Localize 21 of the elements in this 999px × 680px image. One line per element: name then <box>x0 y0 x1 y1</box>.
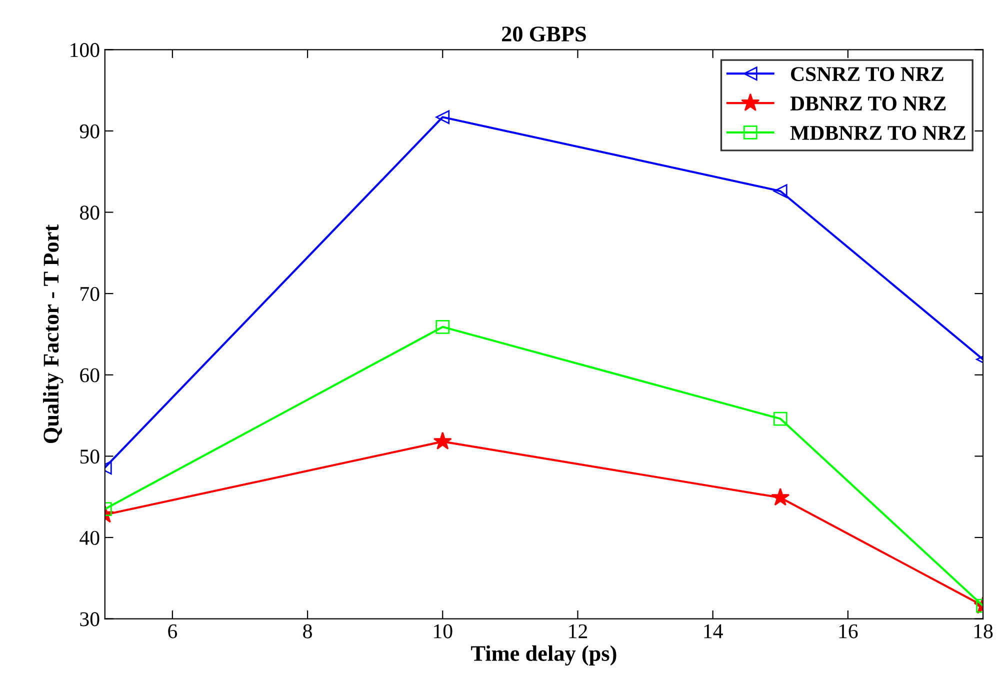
y-axis-title: Quality Factor - T Port <box>43 224 64 444</box>
y-tick-label: 100 <box>70 43 100 58</box>
x-axis-title: Time delay (ps) <box>471 645 616 666</box>
legend-label: DBNRZ TO NRZ <box>790 96 946 111</box>
x-tick-label: 14 <box>704 624 723 638</box>
y-tick-label: 70 <box>80 286 100 301</box>
x-tick-label: 18 <box>974 624 993 638</box>
y-tick-label: 80 <box>80 206 100 220</box>
y-tick-label: 30 <box>80 612 100 626</box>
y-tick-label: 60 <box>80 368 100 382</box>
x-tick-label: 6 <box>168 624 178 638</box>
legend-label: MDBNRZ TO NRZ <box>790 126 966 140</box>
legend-label: CSNRZ TO NRZ <box>791 67 944 82</box>
y-tick-label: 40 <box>80 530 100 545</box>
chart-title: 20 GBPS <box>502 26 586 42</box>
x-tick-label: 10 <box>434 624 452 638</box>
x-tick-label: 16 <box>839 624 858 638</box>
y-tick-label: 50 <box>80 450 100 464</box>
x-tick-label: 12 <box>569 624 587 638</box>
y-tick-label: 90 <box>80 124 100 138</box>
x-tick-label: 8 <box>303 624 312 638</box>
